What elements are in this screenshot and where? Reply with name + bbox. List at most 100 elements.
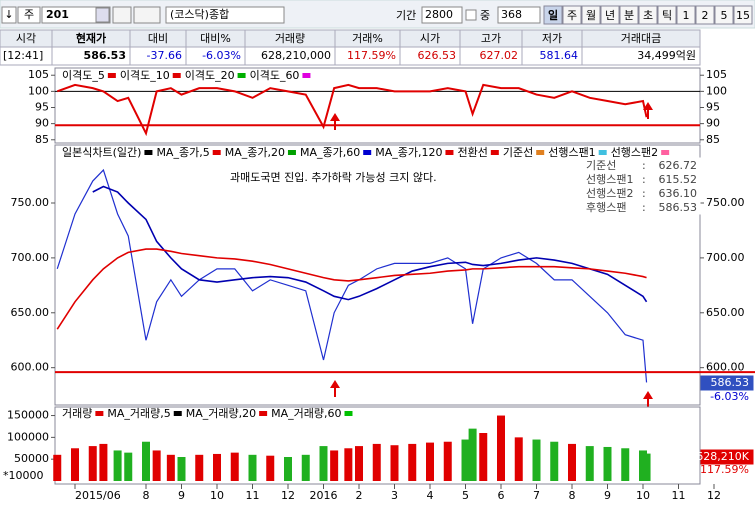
quote-value: 34,499억원 (637, 49, 696, 62)
x-tick-label: 5 (462, 489, 469, 502)
info-label: 기준선 (586, 159, 616, 172)
period-button[interactable] (581, 5, 601, 25)
y-tick-label: 650.00 (11, 306, 50, 319)
y-tick-label: 90 (35, 117, 49, 130)
count-text: 368 (501, 8, 522, 21)
mid-checkbox[interactable] (465, 9, 477, 21)
period-button-text[interactable]: 월 (586, 9, 596, 22)
sort-button[interactable] (133, 6, 161, 24)
volume-bar (550, 441, 559, 481)
x-tick-label: 6 (498, 489, 505, 502)
y-tick-label: 95 (35, 101, 49, 114)
volume-current-label: 628,210K (696, 450, 749, 463)
y-tick-label: 650.00 (706, 306, 745, 319)
period-button[interactable] (676, 5, 696, 25)
code-text: 201 (46, 8, 69, 21)
info-sep: : (642, 173, 646, 186)
period-button[interactable] (733, 5, 753, 25)
volume-bar (461, 439, 470, 481)
volume-bar (514, 437, 523, 481)
x-tick-label: 2015/06 (75, 489, 121, 502)
volume-bar (71, 448, 79, 481)
period-button-text[interactable]: 일 (548, 8, 558, 22)
period-button-text[interactable]: 년 (605, 9, 615, 22)
volume-bar (166, 454, 175, 481)
period-input[interactable] (421, 6, 463, 24)
period-button[interactable] (619, 5, 639, 25)
y-tick-label: 750.00 (706, 196, 745, 209)
info-sep: : (642, 187, 646, 200)
quote-value: -37.66 (147, 49, 182, 62)
period-button-text[interactable]: 주 (567, 9, 577, 22)
code-input[interactable] (41, 6, 111, 24)
disparity-line (56, 83, 648, 137)
price-line (92, 185, 648, 303)
volume-bar (344, 448, 353, 481)
volume-bar (585, 446, 594, 481)
quote-value: 117.59% (347, 49, 396, 62)
volume-bar (330, 450, 339, 481)
volume-bar (284, 457, 292, 481)
period-button[interactable] (714, 5, 734, 25)
period-button-text[interactable]: 5 (721, 9, 728, 22)
quote-value: 627.02 (480, 49, 519, 62)
volume-bar (621, 448, 630, 481)
period-button[interactable] (543, 5, 563, 25)
legend-label: 선행스팬2 (611, 146, 658, 159)
legend-swatch (598, 150, 607, 155)
legend-label: MA_종가,20 (225, 146, 285, 159)
arrow-head (330, 113, 340, 121)
volume-bar (497, 415, 505, 481)
period-button[interactable] (562, 5, 582, 25)
arrow-button[interactable] (1, 6, 17, 24)
info-sep: : (642, 201, 646, 214)
legend-label: MA_종가,60 (300, 146, 360, 159)
y-tick-label: 700.00 (706, 251, 745, 264)
quote-value: 628,210,000 (261, 49, 331, 62)
period-button-text[interactable]: 15 (736, 9, 750, 22)
y-tick-label: 100000 (7, 430, 49, 443)
period-button-text[interactable]: 분 (624, 9, 634, 22)
legend-label: MA_종가,120 (375, 146, 442, 159)
x-tick-label: 10 (636, 489, 650, 502)
period-button[interactable] (638, 5, 658, 25)
volume-bar (142, 441, 150, 481)
legend-swatch (173, 411, 182, 416)
period-button[interactable] (695, 5, 715, 25)
annotation: 과매도국면 진입. 추가하락 가능성 크지 않다. (230, 170, 437, 184)
volume-unit: *10000 (3, 469, 44, 482)
info-box (582, 157, 701, 215)
kind-select[interactable] (17, 6, 41, 24)
legend-label: 이격도_10 (120, 69, 170, 82)
volume-bar (426, 442, 434, 481)
legend-label: 기준선 (503, 146, 533, 159)
legend-swatch (344, 411, 353, 416)
market-box[interactable] (165, 6, 285, 24)
x-tick-label: 4 (427, 489, 434, 502)
volume-bar (479, 433, 488, 481)
legend-swatch (144, 150, 153, 155)
count-input[interactable] (497, 6, 541, 24)
period-button[interactable] (600, 5, 620, 25)
period-button-text[interactable]: 2 (702, 9, 709, 22)
x-tick-label: 8 (143, 489, 150, 502)
legend-label: 이격도_5 (62, 69, 105, 82)
legend-label: 거래량 (62, 407, 92, 420)
quote-value-cell (581, 46, 701, 66)
search-button[interactable] (112, 6, 132, 24)
period-button-text[interactable]: 초 (643, 9, 653, 22)
volume-bar (408, 443, 417, 481)
volume-bar (372, 443, 381, 481)
code-dropdown[interactable] (95, 7, 110, 23)
legend-swatch (107, 73, 116, 78)
volume-bar (443, 441, 452, 481)
period-button[interactable] (657, 5, 677, 25)
period-button-text[interactable]: 1 (683, 9, 690, 22)
x-tick-label: 11 (246, 489, 260, 502)
legend-swatch (212, 150, 221, 155)
legend-swatch (536, 150, 545, 155)
volume-bar (99, 443, 108, 481)
period-button-text[interactable]: 틱 (662, 9, 672, 22)
y-tick-label: 100 (706, 84, 727, 97)
